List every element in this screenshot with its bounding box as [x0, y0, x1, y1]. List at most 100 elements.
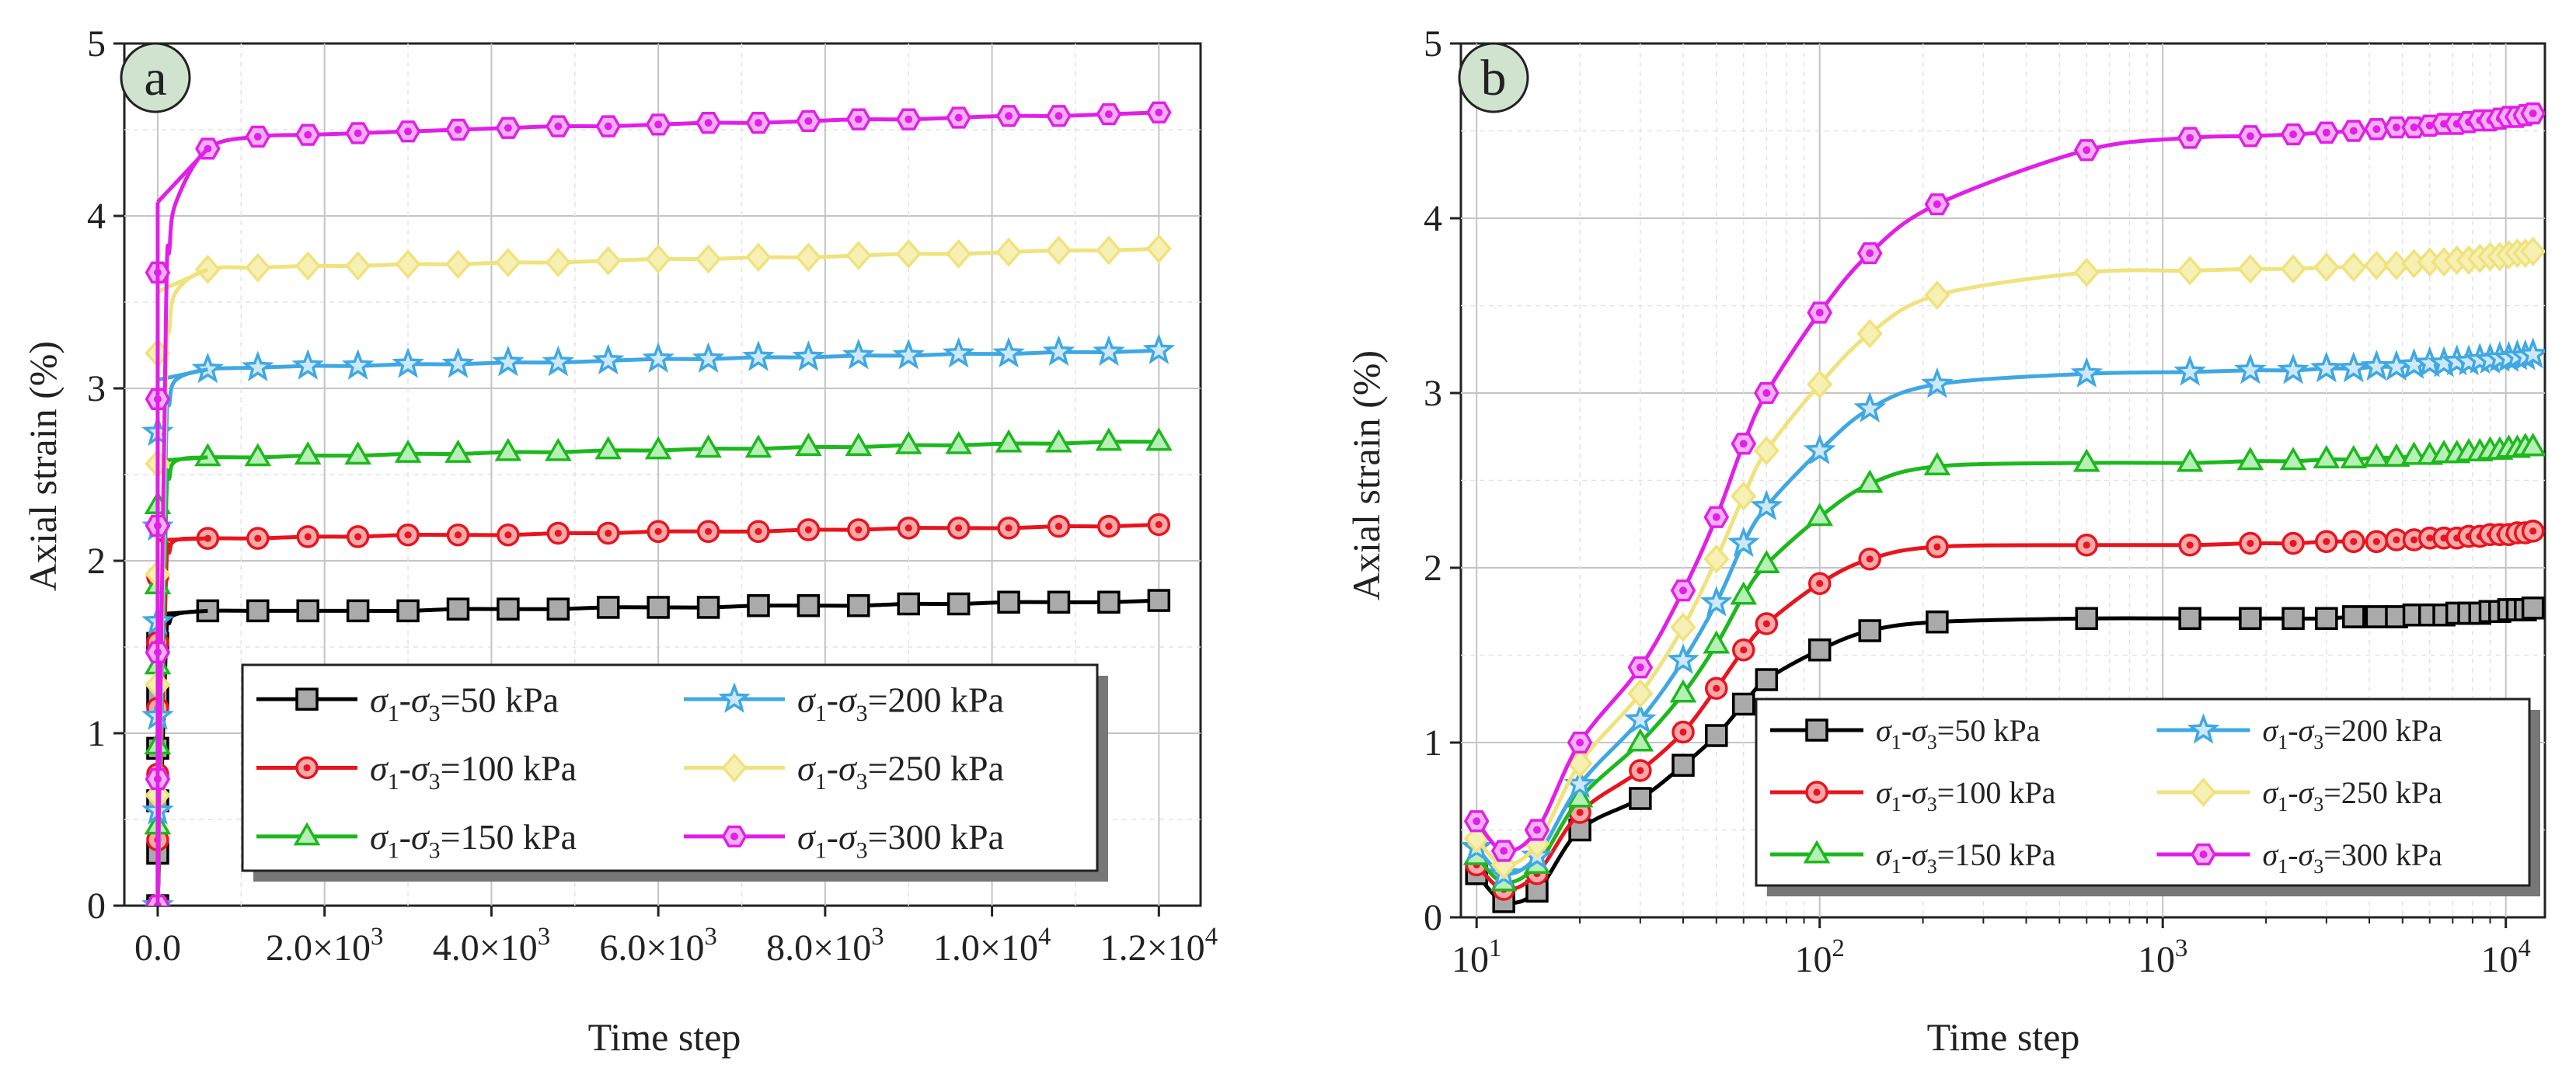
data-point-center [2372, 125, 2381, 134]
data-point [1731, 481, 1757, 511]
data-point [797, 593, 821, 618]
data-point [1806, 503, 1834, 527]
data-point [642, 342, 675, 373]
data-point [294, 441, 322, 465]
data-point-center [1866, 555, 1874, 563]
data-point-center [1679, 728, 1687, 736]
x-tick-label: 103 [2138, 934, 2187, 980]
y-axis-title-b: Axial strain (%) [1344, 350, 1388, 600]
data-point-center [2529, 527, 2537, 535]
data-point [1047, 590, 1071, 614]
legend-entry: σ1-σ3=250 kPa [2156, 775, 2442, 816]
legend-label: σ1-σ3=100 kPa [1876, 775, 2056, 816]
data-point-center [354, 129, 362, 137]
data-point [1700, 586, 1733, 617]
data-point [1856, 469, 1884, 493]
legend-marker [721, 753, 748, 783]
data-point [1142, 333, 1176, 364]
x-tick-label: 8.0×103 [766, 923, 884, 969]
data-point [1921, 367, 1954, 398]
legend-marker [295, 687, 319, 711]
data-point [894, 430, 922, 454]
legend-marker [2190, 778, 2217, 807]
data-point-center [1054, 112, 1063, 120]
x-tick-label: 6.0×103 [599, 923, 716, 969]
data-point [1670, 612, 1696, 642]
data-point [2279, 447, 2307, 471]
data-point-center [755, 119, 762, 127]
data-point-center [704, 119, 713, 127]
data-point [497, 597, 520, 621]
data-point-center [654, 120, 663, 129]
data-point [895, 238, 922, 269]
data-point [1703, 630, 1731, 654]
x-tick-label: 0.0 [134, 927, 181, 969]
data-point [892, 338, 925, 370]
y-tick-label: 2 [87, 541, 106, 582]
data-point [2073, 257, 2100, 287]
data-point [2313, 252, 2340, 282]
data-point [1752, 550, 1780, 573]
data-point [296, 599, 319, 623]
legend-marker [293, 822, 321, 846]
data-point [2365, 605, 2389, 628]
legend-marker-center [2199, 851, 2208, 858]
x-tick-label: 1.0×104 [933, 923, 1051, 969]
data-point [1703, 544, 1730, 574]
legend-entry: σ1-σ3=100 kPa [1770, 775, 2056, 816]
data-point [1145, 234, 1172, 264]
data-point [2280, 254, 2306, 284]
data-point [2313, 445, 2341, 468]
data-point-center [1762, 620, 1770, 628]
data-point-center [2083, 146, 2091, 155]
data-point [995, 237, 1022, 267]
data-point-center [705, 527, 713, 535]
data-point [1926, 611, 1949, 634]
data-point-center [254, 534, 262, 542]
data-point-center [1637, 767, 1644, 774]
data-point [446, 597, 470, 621]
data-point [492, 345, 525, 377]
data-point-center [1762, 389, 1771, 397]
data-point [242, 350, 274, 382]
data-point-center [2426, 534, 2434, 542]
data-point-center [605, 529, 612, 538]
data-point-center [1815, 308, 1824, 317]
data-point [1807, 369, 1833, 399]
data-point [2315, 607, 2338, 630]
data-point [2516, 337, 2545, 369]
data-point-center [354, 533, 362, 541]
data-point-center [2393, 124, 2400, 131]
legend-label: σ1-σ3=300 kPa [797, 817, 1004, 864]
data-point-center [1054, 523, 1063, 531]
panel-label-a: a [144, 50, 166, 106]
data-point [1042, 335, 1075, 367]
data-point [1853, 391, 1886, 423]
data-point [1755, 668, 1779, 691]
data-point [2342, 605, 2365, 628]
data-point [792, 340, 825, 371]
data-point-center [2322, 128, 2330, 137]
x-axis-title-a: Time step [588, 1015, 741, 1059]
data-point [2239, 607, 2262, 630]
data-point [795, 242, 822, 273]
legend-b: σ1-σ3=50 kPa σ1-σ3=200 kPa σ1-σ3=100 kPa σ1… [1755, 698, 2540, 896]
data-point [2177, 256, 2203, 286]
data-point [2237, 254, 2264, 284]
data-point-center [2410, 536, 2418, 544]
data-point [2173, 355, 2206, 386]
data-point-center [454, 531, 462, 539]
data-point [1856, 318, 1883, 349]
data-point-center [954, 113, 963, 122]
data-point [696, 596, 720, 619]
data-point-center [755, 527, 762, 535]
data-point [2383, 443, 2410, 467]
data-point-center [454, 126, 462, 134]
data-point [291, 349, 324, 380]
data-point [244, 443, 272, 467]
data-point [745, 242, 772, 273]
legend-a: σ1-σ3=50 kPa σ1-σ3=200 kPa σ1-σ3=100 kPa σ1… [241, 663, 1108, 882]
legend-label: σ1-σ3=200 kPa [797, 680, 1004, 726]
data-point-center [1104, 110, 1113, 118]
